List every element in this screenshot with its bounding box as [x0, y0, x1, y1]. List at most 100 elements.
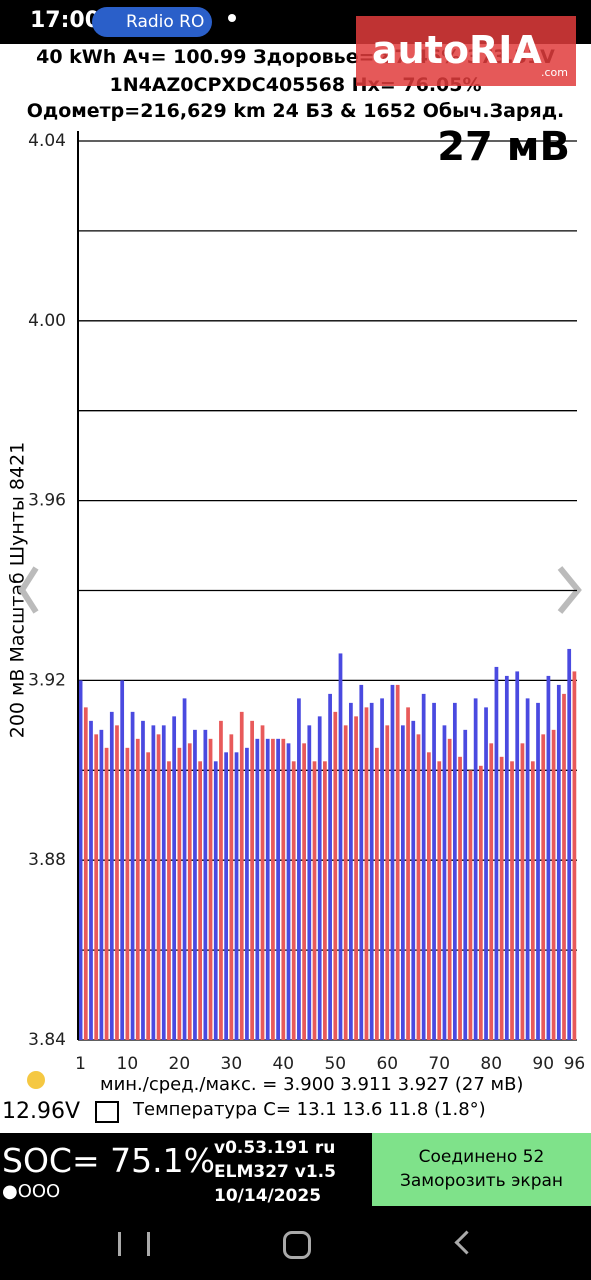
bar	[83, 707, 88, 1040]
bar	[250, 720, 255, 1040]
bar	[562, 693, 566, 1040]
clock: 17:00	[30, 8, 101, 33]
bar	[525, 698, 530, 1040]
x-tick-label: 96	[564, 1054, 586, 1074]
bar	[364, 707, 369, 1040]
bar	[515, 671, 520, 1040]
bar	[468, 770, 473, 1040]
bar	[546, 675, 551, 1040]
y-tick-label: 3.84	[28, 1030, 66, 1050]
bar	[458, 756, 462, 1040]
bar	[94, 734, 99, 1040]
bar	[390, 684, 395, 1040]
radio-pill[interactable]: Radio RO	[92, 7, 212, 37]
bar	[463, 729, 468, 1040]
bar	[541, 734, 546, 1040]
bar	[478, 765, 483, 1040]
bar	[312, 761, 317, 1040]
minmax-label: мин./сред./макс. = 3.900 3.911 3.927 (27…	[100, 1074, 523, 1095]
recent-button[interactable]	[118, 1232, 150, 1256]
bar	[161, 725, 166, 1040]
x-tick-label: 80	[480, 1054, 502, 1074]
version-block: v0.53.191 ru ELM327 v1.5 10/14/2025	[214, 1136, 336, 1208]
nav-bar	[0, 1210, 591, 1280]
watermark: autoRIA .com	[356, 16, 576, 86]
bar	[400, 725, 405, 1040]
bar	[187, 743, 192, 1040]
bar	[452, 702, 457, 1040]
watermark-domain: .com	[541, 66, 568, 79]
bar	[333, 711, 338, 1040]
bar	[385, 725, 390, 1040]
bar	[177, 747, 182, 1040]
bar	[567, 648, 572, 1040]
bar	[375, 747, 379, 1040]
bar	[572, 671, 577, 1040]
connected-label: Соединено 52	[418, 1147, 545, 1167]
bar	[406, 707, 410, 1040]
back-button[interactable]	[454, 1230, 479, 1255]
bar	[281, 738, 286, 1040]
calendar-icon	[95, 1101, 119, 1123]
bar	[484, 707, 488, 1040]
bar	[349, 702, 353, 1040]
bar	[380, 698, 384, 1040]
bar	[271, 738, 275, 1040]
version: v0.53.191 ru	[214, 1138, 336, 1158]
bar	[213, 761, 218, 1040]
bar	[198, 761, 203, 1040]
home-button[interactable]	[283, 1231, 311, 1259]
bar	[276, 738, 280, 1040]
bar	[224, 752, 229, 1040]
bar	[369, 702, 374, 1040]
bar	[338, 653, 343, 1040]
y-tick-label: 3.96	[28, 491, 66, 511]
delta-label: 27 мВ	[437, 124, 570, 170]
y-tick-label: 3.88	[28, 850, 66, 870]
bar	[234, 752, 239, 1040]
bar	[109, 711, 114, 1040]
bar	[208, 738, 213, 1040]
bar	[411, 720, 416, 1040]
bar	[530, 761, 535, 1040]
bar	[536, 702, 540, 1040]
bar	[395, 684, 400, 1040]
bar	[307, 725, 312, 1040]
next-arrow[interactable]	[557, 566, 582, 614]
connect-button[interactable]: Соединено 52 Заморозить экран	[372, 1133, 591, 1206]
bar	[499, 756, 504, 1040]
bar	[494, 666, 499, 1040]
bar	[182, 698, 187, 1040]
bar	[286, 743, 291, 1040]
watermark-brand: autoRIA	[372, 28, 542, 72]
adapter: ELM327 v1.5	[214, 1162, 336, 1182]
prev-arrow[interactable]	[18, 566, 39, 614]
bar	[99, 729, 104, 1040]
status-dots: ●OOO	[2, 1181, 61, 1202]
bar	[120, 680, 125, 1040]
soc-label: SOC= 75.1%	[2, 1141, 215, 1180]
bar	[473, 698, 478, 1040]
x-tick-label: 90	[532, 1054, 554, 1074]
bar	[328, 693, 332, 1040]
bar	[556, 684, 561, 1040]
bar	[115, 725, 119, 1040]
voltage-label: 12.96V	[2, 1099, 80, 1124]
bar	[193, 729, 197, 1040]
bar	[260, 725, 265, 1040]
y-tick-label: 4.00	[28, 311, 66, 331]
bar	[255, 738, 260, 1040]
bar	[359, 684, 364, 1040]
bar	[229, 734, 234, 1040]
bulb-icon	[27, 1071, 45, 1089]
bar	[172, 716, 177, 1040]
bar	[551, 729, 556, 1040]
y-axis-title: 200 мВ Масштаб Шунты 8421	[7, 442, 29, 739]
bar	[489, 743, 494, 1040]
bar	[156, 734, 161, 1040]
bar	[141, 720, 145, 1040]
y-tick-label: 3.92	[28, 670, 66, 690]
bar	[297, 698, 301, 1040]
x-tick-label: 40	[272, 1054, 294, 1074]
